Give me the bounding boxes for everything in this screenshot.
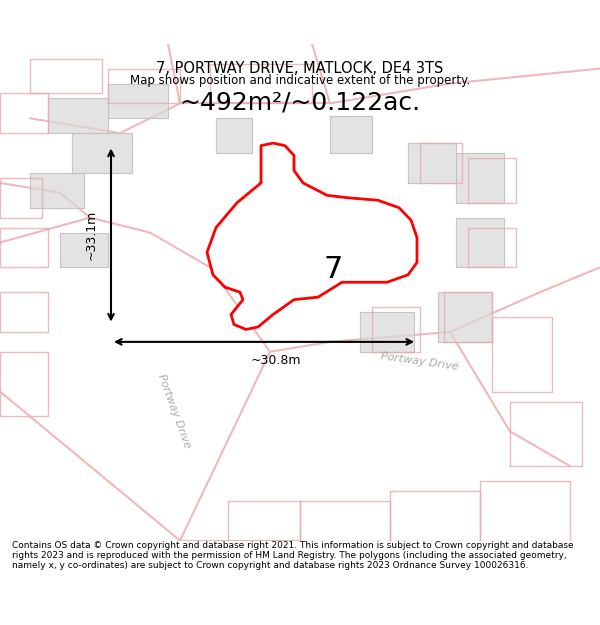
Text: ~492m²/~0.122ac.: ~492m²/~0.122ac. [179, 91, 421, 115]
Polygon shape [456, 153, 504, 202]
Polygon shape [330, 116, 372, 153]
Text: Contains OS data © Crown copyright and database right 2021. This information is : Contains OS data © Crown copyright and d… [12, 541, 574, 571]
Polygon shape [288, 232, 336, 268]
Text: ~33.1m: ~33.1m [85, 210, 98, 260]
Polygon shape [456, 217, 504, 268]
Polygon shape [408, 143, 456, 183]
Polygon shape [207, 143, 417, 329]
Text: 7, PORTWAY DRIVE, MATLOCK, DE4 3TS: 7, PORTWAY DRIVE, MATLOCK, DE4 3TS [157, 61, 443, 76]
Polygon shape [360, 312, 414, 352]
Polygon shape [30, 173, 84, 208]
Text: Portway Drive: Portway Drive [380, 351, 460, 372]
Text: ~30.8m: ~30.8m [251, 354, 301, 367]
Polygon shape [438, 292, 492, 342]
Polygon shape [48, 98, 108, 133]
Polygon shape [72, 133, 132, 173]
Text: Portway Drive: Portway Drive [156, 373, 192, 450]
Polygon shape [108, 84, 168, 118]
Polygon shape [216, 118, 252, 153]
Text: Map shows position and indicative extent of the property.: Map shows position and indicative extent… [130, 74, 470, 86]
Text: 7: 7 [323, 256, 343, 284]
Polygon shape [60, 232, 108, 268]
